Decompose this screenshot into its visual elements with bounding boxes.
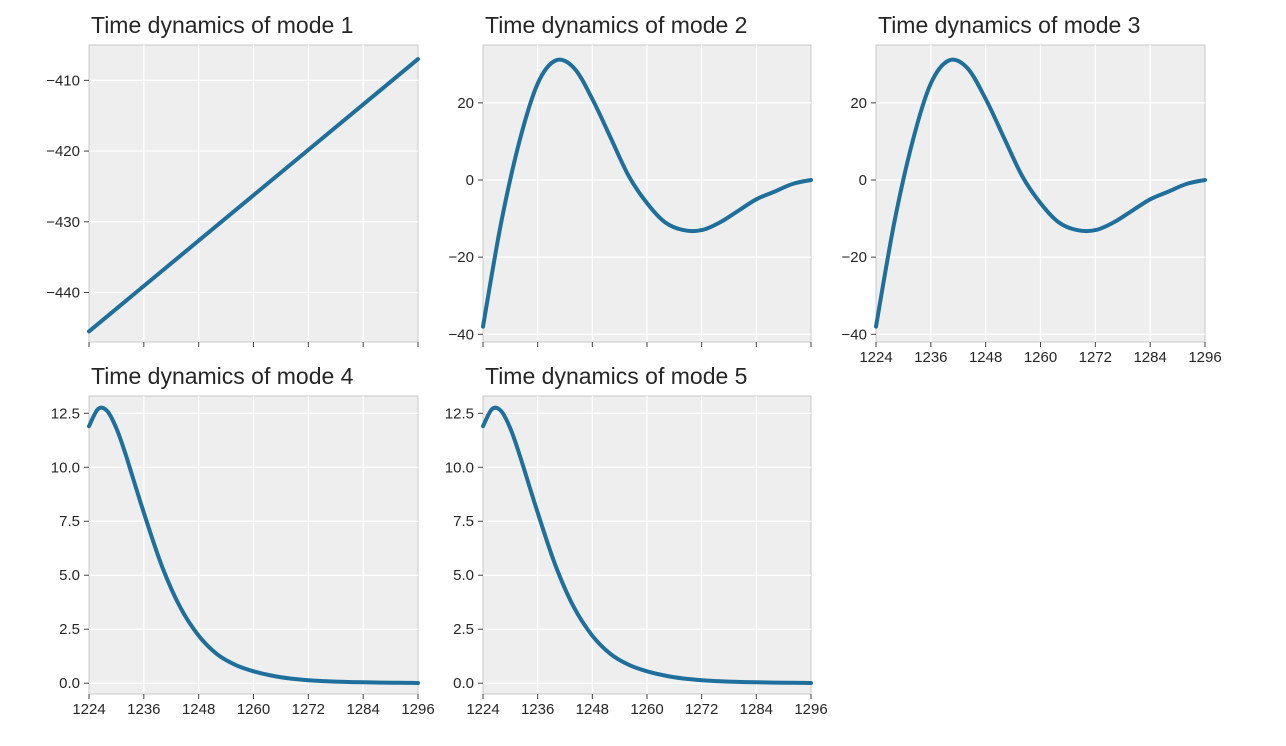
x-tick-label: 1236 xyxy=(127,701,160,718)
series-line xyxy=(87,57,420,334)
x-tick-label: 1296 xyxy=(401,701,434,718)
y-tick-label: 2.5 xyxy=(453,621,474,638)
x-tick-label: 1224 xyxy=(859,349,892,366)
series-line xyxy=(481,405,813,685)
y-tick-label: 0.0 xyxy=(59,675,80,692)
x-tick-label: 1248 xyxy=(969,349,1002,366)
y-tick-label: 20 xyxy=(850,95,867,112)
x-tick-label: 1248 xyxy=(576,701,609,718)
y-tick-label: −430 xyxy=(46,214,80,231)
x-tick-label: 1284 xyxy=(1133,349,1166,366)
y-tick-label: −440 xyxy=(46,285,80,302)
y-tick-label: −40 xyxy=(842,326,867,343)
x-tick-label: 1272 xyxy=(685,701,718,718)
x-tick-label: 1284 xyxy=(346,701,379,718)
y-tick-label: 0 xyxy=(859,172,867,189)
x-tick-label: 1284 xyxy=(740,701,773,718)
y-tick-label: −20 xyxy=(449,249,474,266)
x-tick-label: 1248 xyxy=(182,701,215,718)
y-tick-label: −420 xyxy=(46,143,80,160)
chart-title: Time dynamics of mode 1 xyxy=(91,12,353,38)
y-tick-label: 7.5 xyxy=(59,513,80,530)
y-tick-label: −410 xyxy=(46,72,80,89)
y-tick-label: 12.5 xyxy=(445,405,474,422)
x-tick-label: 1260 xyxy=(237,701,270,718)
y-tick-label: 10.0 xyxy=(51,459,80,476)
x-tick-label: 1296 xyxy=(794,701,827,718)
series-line xyxy=(481,57,813,329)
panel-mode-1: −410 −420 −430 −440 Time dynamics of mode 1 xyxy=(46,12,420,347)
y-tick-label: −20 xyxy=(842,249,867,266)
panel-mode-5: 1224 1236 1248 1260 1272 1284 1296 12.5 10.0 7.5 5… xyxy=(445,363,828,718)
x-tick-label: 1260 xyxy=(630,701,663,718)
x-tick-label: 1296 xyxy=(1188,349,1221,366)
y-tick-label: 2.5 xyxy=(59,621,80,638)
x-tick-label: 1272 xyxy=(292,701,325,718)
x-tick-label: 1224 xyxy=(466,701,499,718)
chart-title: Time dynamics of mode 4 xyxy=(91,363,354,389)
panel-mode-3: 1224 1236 1248 1260 1272 1284 1296 20 0 −20 −40 Tim… xyxy=(842,12,1222,366)
y-tick-label: 5.0 xyxy=(453,567,474,584)
y-tick-label: −40 xyxy=(449,326,474,343)
series-line xyxy=(874,57,1207,329)
x-tick-label: 1236 xyxy=(914,349,947,366)
x-tick-label: 1260 xyxy=(1024,349,1057,366)
panel-mode-2: 20 0 −20 −40 Time dynamics of mode 2 xyxy=(449,12,813,347)
panel-mode-4: 1224 1236 1248 1260 1272 1284 1296 12.5 10.0 7.5 5… xyxy=(51,363,435,718)
y-tick-label: 20 xyxy=(457,95,474,112)
x-tick-label: 1224 xyxy=(72,701,105,718)
y-tick-label: 7.5 xyxy=(453,513,474,530)
y-tick-label: 0.0 xyxy=(453,675,474,692)
chart-title: Time dynamics of mode 2 xyxy=(485,12,747,38)
y-tick-label: 0 xyxy=(466,172,474,189)
y-tick-label: 5.0 xyxy=(59,567,80,584)
x-tick-label: 1236 xyxy=(521,701,554,718)
y-tick-label: 10.0 xyxy=(445,459,474,476)
y-tick-label: 12.5 xyxy=(51,405,80,422)
series-line xyxy=(87,405,420,685)
chart-title: Time dynamics of mode 5 xyxy=(485,363,747,389)
x-tick-label: 1272 xyxy=(1079,349,1112,366)
chart-title: Time dynamics of mode 3 xyxy=(878,12,1140,38)
